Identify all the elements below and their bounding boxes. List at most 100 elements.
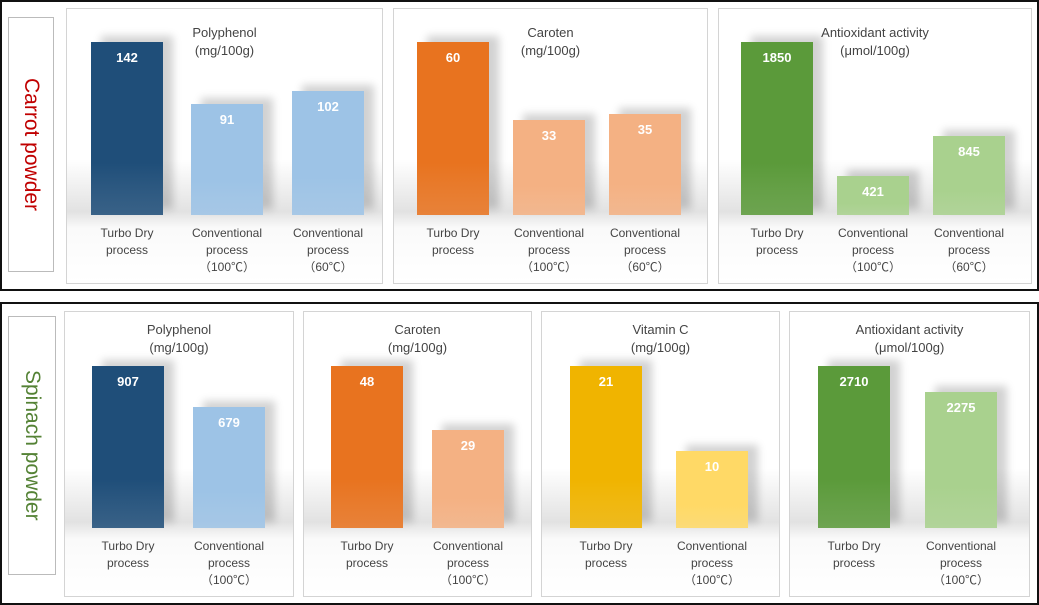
x-tick-line: Conventional bbox=[676, 539, 748, 553]
x-tick-line: Conventional bbox=[292, 226, 364, 240]
x-tick-label: Conventional process （100℃） bbox=[499, 225, 599, 276]
chart-title-unit: (mg/100g) bbox=[194, 43, 255, 58]
data-label: 21 bbox=[598, 374, 614, 389]
x-tick-line: （60℃） bbox=[944, 260, 994, 274]
x-tick-line: （100℃） bbox=[198, 260, 256, 274]
data-label: 91 bbox=[219, 112, 235, 128]
bar: 35 bbox=[609, 114, 681, 215]
chart-title: Antioxidant activity (μmol/100g) bbox=[719, 24, 1031, 60]
data-label: 1850 bbox=[762, 50, 792, 65]
bar: 421 bbox=[837, 175, 909, 215]
x-tick-line: Conventional bbox=[193, 539, 265, 553]
x-tick-line: process bbox=[755, 243, 799, 257]
x-tick-line: Turbo Dry bbox=[579, 539, 633, 553]
chart-title: Polyphenol (mg/100g) bbox=[67, 24, 382, 60]
data-label: 48 bbox=[359, 374, 375, 389]
x-tick-line: Turbo Dry bbox=[101, 539, 155, 553]
chart-title-unit: (μmol/100g) bbox=[840, 43, 910, 58]
x-tick-line: （100℃） bbox=[932, 573, 990, 587]
data-label: 421 bbox=[862, 183, 884, 199]
row-label: Spinach powder bbox=[21, 370, 44, 521]
data-label: 2275 bbox=[946, 400, 976, 415]
x-tick-line: Conventional bbox=[837, 226, 909, 240]
x-tick-line: process bbox=[623, 243, 667, 257]
x-tick-line: Turbo Dry bbox=[100, 226, 154, 240]
bar: 907 bbox=[92, 366, 164, 528]
row-label-box: Carrot powder bbox=[8, 17, 54, 272]
x-tick-line: process bbox=[446, 556, 490, 570]
x-tick-label: Turbo Dry process bbox=[77, 225, 177, 259]
x-tick-line: Turbo Dry bbox=[426, 226, 480, 240]
x-tick-line: process bbox=[832, 556, 876, 570]
x-tick-label: Turbo Dry process bbox=[804, 538, 904, 572]
bar: 102 bbox=[292, 90, 364, 215]
x-tick-line: Turbo Dry bbox=[827, 539, 881, 553]
x-tick-line: （100℃） bbox=[520, 260, 578, 274]
bar: 679 bbox=[193, 406, 265, 528]
data-label: 102 bbox=[317, 98, 339, 114]
chart-title: Vitamin C (mg/100g) bbox=[542, 321, 779, 357]
x-tick-line: process bbox=[106, 556, 150, 570]
x-tick-line: Turbo Dry bbox=[340, 539, 394, 553]
x-tick-line: （60℃） bbox=[620, 260, 670, 274]
data-label: 142 bbox=[116, 50, 138, 65]
data-label: 845 bbox=[958, 143, 980, 159]
bar: 48 bbox=[331, 366, 403, 528]
chart-title-name: Antioxidant activity bbox=[855, 322, 964, 337]
chart-title-unit: (μmol/100g) bbox=[874, 340, 945, 355]
chart-title-name: Caroten bbox=[394, 322, 441, 337]
x-tick-label: Conventional process （60℃） bbox=[919, 225, 1019, 276]
chart-title: Antioxidant activity (μmol/100g) bbox=[790, 321, 1029, 357]
x-tick-line: process bbox=[431, 243, 475, 257]
x-tick-line: （100℃） bbox=[200, 573, 258, 587]
bar: 29 bbox=[432, 430, 504, 528]
x-tick-label: Turbo Dry process bbox=[317, 538, 417, 572]
chart-title-unit: (mg/100g) bbox=[630, 340, 691, 355]
x-tick-label: Conventional process （60℃） bbox=[595, 225, 695, 276]
x-tick-line: process bbox=[690, 556, 734, 570]
chart-title-unit: (mg/100g) bbox=[520, 43, 581, 58]
x-tick-line: process bbox=[851, 243, 895, 257]
x-tick-label: Conventional process （100℃） bbox=[177, 225, 277, 276]
x-tick-label: Conventional process （60℃） bbox=[278, 225, 378, 276]
data-label: 2710 bbox=[839, 374, 869, 389]
x-tick-line: process bbox=[105, 243, 149, 257]
bar: 1850 bbox=[741, 42, 813, 215]
x-tick-line: process bbox=[345, 556, 389, 570]
row-label: Carrot powder bbox=[20, 77, 43, 212]
chart-title-name: Polyphenol bbox=[146, 322, 212, 337]
x-tick-label: Conventional process （100℃） bbox=[662, 538, 762, 589]
x-tick-line: process bbox=[947, 243, 991, 257]
data-label: 33 bbox=[541, 127, 557, 143]
x-tick-label: Conventional process （100℃） bbox=[179, 538, 279, 589]
data-label: 29 bbox=[460, 438, 476, 454]
x-tick-line: Turbo Dry bbox=[750, 226, 804, 240]
data-label: 35 bbox=[637, 122, 653, 138]
chart-title: Polyphenol (mg/100g) bbox=[65, 321, 293, 357]
data-label: 907 bbox=[117, 374, 139, 389]
chart-title-name: Caroten bbox=[527, 25, 574, 40]
data-label: 60 bbox=[445, 50, 461, 65]
x-tick-label: Turbo Dry process bbox=[727, 225, 827, 259]
x-tick-line: （100℃） bbox=[439, 573, 497, 587]
x-tick-line: process bbox=[306, 243, 350, 257]
x-tick-line: Conventional bbox=[925, 539, 997, 553]
x-tick-line: process bbox=[584, 556, 628, 570]
x-tick-label: Turbo Dry process bbox=[78, 538, 178, 572]
x-tick-label: Turbo Dry process bbox=[556, 538, 656, 572]
x-tick-line: process bbox=[207, 556, 251, 570]
chart-title-name: Antioxidant activity bbox=[821, 25, 929, 40]
bar: 33 bbox=[513, 119, 585, 215]
bar: 2710 bbox=[818, 366, 890, 528]
x-tick-line: （60℃） bbox=[303, 260, 353, 274]
bar: 142 bbox=[91, 42, 163, 215]
x-tick-line: Conventional bbox=[933, 226, 1005, 240]
x-tick-line: process bbox=[205, 243, 249, 257]
x-tick-line: Conventional bbox=[432, 539, 504, 553]
chart-title-unit: (mg/100g) bbox=[387, 340, 448, 355]
data-label: 679 bbox=[218, 414, 240, 430]
bar: 21 bbox=[570, 366, 642, 528]
x-tick-label: Conventional process （100℃） bbox=[911, 538, 1011, 589]
x-tick-line: （100℃） bbox=[683, 573, 741, 587]
